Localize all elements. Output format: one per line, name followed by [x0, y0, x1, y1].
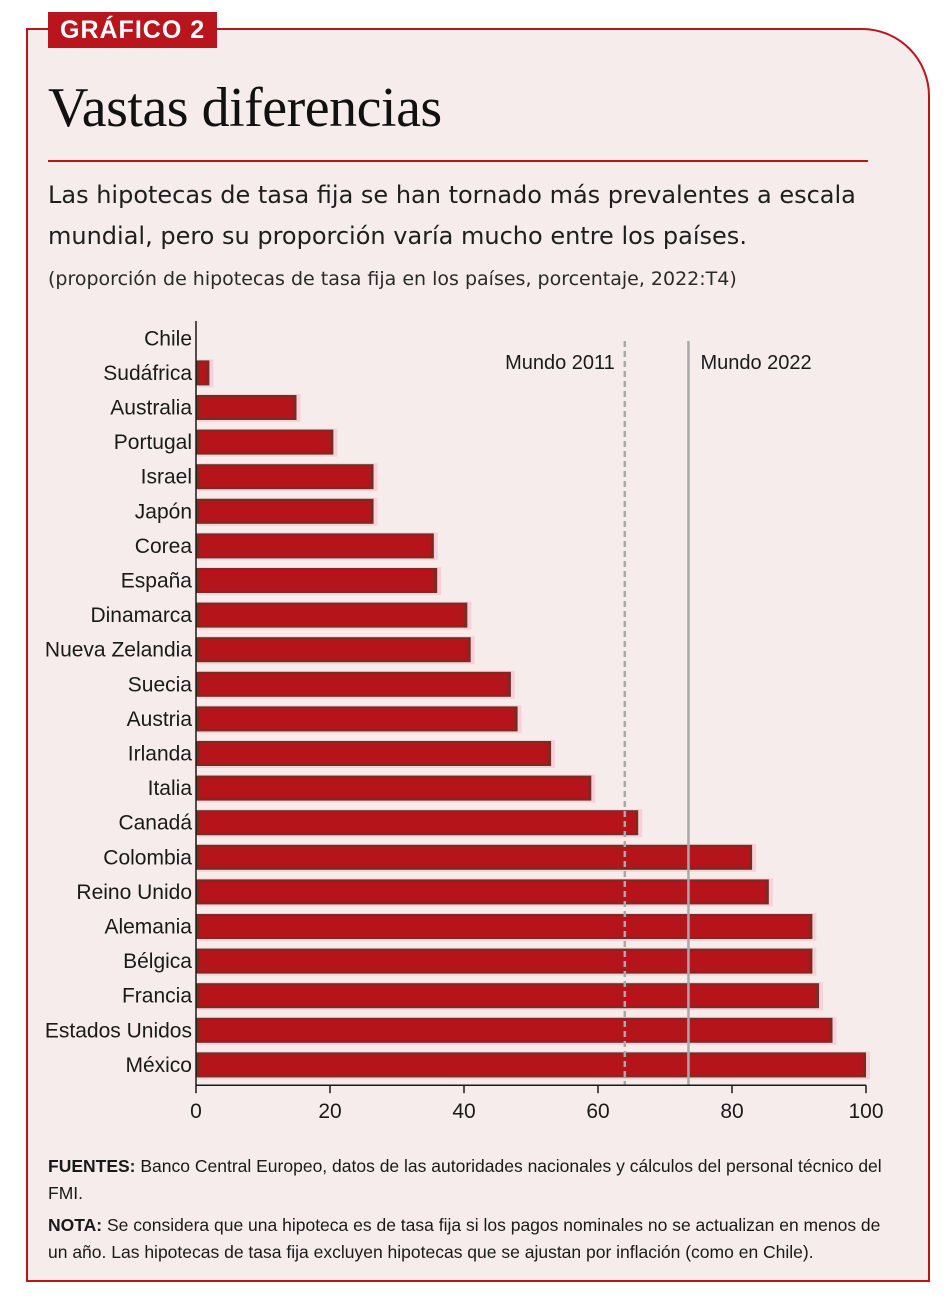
definition-note: NOTA: Se considera que una hipoteca es d… — [48, 1212, 898, 1266]
y-tick-label-canada: Canadá — [118, 812, 192, 835]
bar-irlanda — [199, 743, 549, 764]
y-tick-label-espana: España — [121, 570, 193, 593]
title-rule — [48, 160, 868, 162]
y-tick-label-francia: Francia — [122, 985, 192, 1008]
y-tick-label-japon: Japón — [135, 500, 192, 523]
note-text: Se considera que una hipoteca es de tasa… — [48, 1215, 881, 1262]
figure-tag: GRÁFICO 2 — [48, 12, 218, 48]
x-tick-label-80: 80 — [720, 1100, 743, 1123]
x-tick-label-20: 20 — [318, 1100, 341, 1123]
reference-label-mundo-2022: Mundo 2022 — [700, 352, 811, 374]
unit-note: (proporción de hipotecas de tasa fija en… — [48, 268, 737, 290]
x-tick-label-0: 0 — [190, 1100, 202, 1123]
y-tick-label-austria: Austria — [127, 708, 193, 731]
sources-text: Banco Central Europeo, datos de las auto… — [48, 1156, 882, 1203]
y-tick-label-colombia: Colombia — [103, 846, 192, 869]
bar-portugal — [199, 431, 331, 453]
bar-austria — [199, 708, 515, 730]
bar-colombia — [199, 846, 750, 868]
footnotes: FUENTES: Banco Central Europeo, datos de… — [48, 1153, 898, 1271]
y-tick-label-portugal: Portugal — [114, 431, 192, 454]
bar-suecia — [199, 673, 508, 695]
y-tick-label-italia: Italia — [148, 777, 193, 800]
chart-subtitle: Las hipotecas de tasa fija se han tornad… — [48, 181, 856, 250]
sources-label: FUENTES: — [48, 1156, 136, 1176]
x-tick-label-60: 60 — [586, 1100, 609, 1123]
y-tick-label-belgica: Bélgica — [123, 950, 192, 973]
sources-note: FUENTES: Banco Central Europeo, datos de… — [48, 1153, 898, 1207]
y-tick-label-suecia: Suecia — [128, 673, 193, 696]
bar-canada — [199, 812, 636, 834]
y-tick-label-israel: Israel — [141, 466, 192, 489]
y-tick-label-chile: Chile — [144, 327, 192, 350]
bar-belgica — [199, 950, 810, 972]
bar-reino-unido — [199, 881, 766, 903]
bar-italia — [199, 777, 589, 799]
x-tick-label-40: 40 — [452, 1100, 475, 1123]
bar-israel — [199, 466, 371, 488]
bar-espana — [199, 570, 435, 591]
y-tick-label-dinamarca: Dinamarca — [90, 604, 192, 627]
bar-dinamarca — [199, 604, 465, 626]
y-tick-label-reino-unido: Reino Unido — [76, 881, 192, 904]
bar-estados-unidos — [199, 1019, 830, 1041]
y-tick-label-irlanda: Irlanda — [128, 743, 193, 766]
bar-nueva-zelandia — [199, 639, 468, 661]
bar-japon — [199, 500, 371, 522]
y-tick-label-alemania: Alemania — [104, 916, 192, 939]
chart-title: Vastas diferencias — [48, 77, 442, 139]
y-tick-label-nueva-zelandia: Nueva Zelandia — [45, 639, 192, 662]
y-tick-label-australia: Australia — [110, 397, 192, 420]
bar-francia — [199, 985, 817, 1007]
y-tick-label-sudafrica: Sudáfrica — [103, 362, 192, 385]
x-tick-label-100: 100 — [848, 1100, 883, 1123]
bar-mexico — [199, 1054, 863, 1076]
bar-alemania — [199, 916, 810, 937]
bar-sudafrica — [199, 362, 207, 384]
y-tick-label-corea: Corea — [135, 535, 193, 558]
reference-label-mundo-2011: Mundo 2011 — [505, 352, 615, 374]
y-tick-label-mexico: México — [125, 1054, 192, 1077]
bar-corea — [199, 535, 431, 557]
y-tick-label-estados-unidos: Estados Unidos — [45, 1019, 192, 1042]
bar-australia — [199, 397, 294, 418]
note-label: NOTA: — [48, 1215, 103, 1235]
